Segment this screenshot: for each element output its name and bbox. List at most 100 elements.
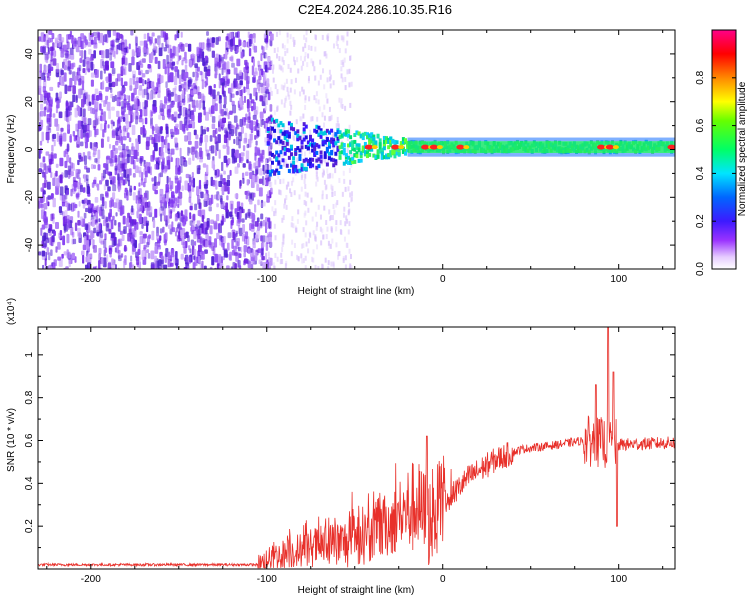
noise-cell — [139, 204, 143, 212]
noise-cell — [49, 117, 52, 128]
x-tick-label: -100 — [257, 274, 277, 285]
band-body — [407, 141, 675, 154]
sparse-cell — [322, 68, 325, 74]
noise-cell — [196, 152, 199, 160]
sparse-cell — [300, 150, 303, 156]
noise-cell — [154, 208, 158, 218]
noise-cell — [49, 66, 54, 71]
noise-cell — [244, 231, 249, 240]
noise-cell — [164, 96, 167, 104]
noise-cell — [241, 117, 246, 126]
band-cell — [319, 128, 323, 133]
noise-cell — [103, 184, 107, 191]
noise-cell — [259, 111, 264, 119]
noise-cell — [65, 200, 68, 208]
noise-cell — [146, 235, 151, 245]
sparse-cell — [317, 265, 320, 269]
sparse-cell — [289, 188, 292, 194]
sparse-cell — [289, 87, 292, 93]
band-cell — [359, 133, 363, 138]
noise-cell — [190, 226, 193, 232]
noise-cell — [103, 163, 107, 168]
noise-cell — [142, 233, 147, 239]
noise-cell — [234, 32, 238, 38]
noise-cell — [80, 156, 84, 162]
band-cell — [351, 142, 355, 147]
noise-cell — [174, 177, 179, 184]
noise-cell — [39, 140, 43, 146]
noise-cell — [70, 53, 75, 60]
noise-cell — [254, 251, 258, 261]
noise-cell — [138, 60, 142, 66]
noise-cell — [239, 265, 242, 269]
band-cell — [277, 136, 281, 141]
noise-cell — [254, 134, 257, 140]
sparse-cell — [290, 180, 293, 186]
sparse-cell — [285, 194, 288, 200]
noise-cell — [209, 85, 212, 96]
sparse-cell — [297, 255, 300, 261]
noise-cell — [63, 215, 67, 226]
noise-cell — [101, 257, 104, 266]
band-cell — [285, 147, 289, 152]
noise-cell — [151, 230, 155, 241]
sparse-cell — [341, 77, 344, 83]
snr-series — [38, 327, 675, 569]
band-cell — [273, 154, 277, 159]
noise-cell — [170, 262, 174, 267]
sparse-cell — [273, 265, 276, 269]
band-cell — [357, 158, 361, 163]
sparse-cell — [327, 260, 330, 266]
noise-cell — [117, 267, 120, 269]
noise-cell — [222, 144, 227, 149]
band-cell — [327, 130, 331, 135]
noise-cell — [186, 94, 190, 104]
noise-cell — [132, 191, 136, 201]
noise-cell — [119, 230, 123, 235]
sparse-cell — [331, 188, 334, 194]
noise-cell — [248, 161, 252, 170]
sparse-cell — [296, 57, 299, 63]
noise-cell — [162, 206, 165, 212]
noise-cell — [74, 38, 77, 47]
band-cell — [283, 130, 287, 135]
noise-cell — [125, 217, 130, 227]
noise-cell — [174, 93, 177, 102]
noise-cell — [165, 81, 168, 89]
noise-cell — [114, 165, 118, 171]
band-cell — [279, 121, 283, 126]
noise-cell — [91, 182, 95, 188]
noise-cell — [201, 260, 204, 269]
band-cell — [300, 140, 304, 145]
sparse-cell — [329, 116, 332, 122]
sparse-cell — [304, 232, 307, 238]
band-cell — [277, 160, 281, 165]
noise-cell — [249, 100, 252, 109]
noise-cell — [203, 183, 208, 189]
noise-cell — [233, 67, 238, 75]
noise-cell — [81, 218, 86, 227]
noise-cell — [105, 192, 109, 198]
sparse-cell — [270, 187, 273, 193]
noise-cell — [163, 168, 167, 174]
sparse-cell — [315, 225, 318, 231]
sparse-cell — [287, 126, 290, 132]
sparse-cell — [293, 60, 296, 66]
sparse-cell — [321, 34, 324, 40]
noise-cell — [145, 141, 150, 150]
noise-cell — [126, 95, 129, 100]
sparse-cell — [272, 64, 275, 70]
noise-cell — [174, 231, 177, 237]
noise-cell — [124, 192, 127, 199]
noise-cell — [118, 42, 122, 51]
noise-cell — [87, 254, 90, 262]
noise-cell — [93, 205, 97, 210]
sparse-cell — [324, 158, 327, 164]
noise-cell — [141, 223, 144, 229]
noise-cell — [241, 88, 244, 96]
noise-cell — [157, 133, 161, 143]
noise-cell — [40, 187, 44, 192]
noise-cell — [41, 250, 46, 257]
noise-cell — [186, 114, 190, 124]
noise-cell — [104, 247, 108, 253]
